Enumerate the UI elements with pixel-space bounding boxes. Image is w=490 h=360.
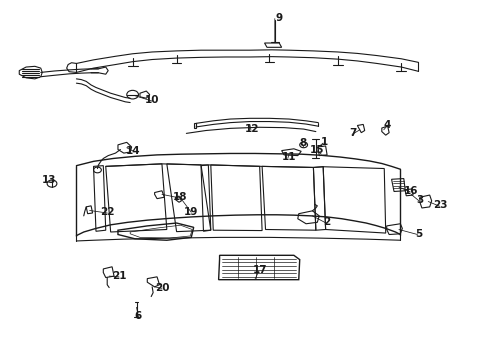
Text: 21: 21 <box>112 271 126 281</box>
Text: 14: 14 <box>126 145 141 156</box>
Text: 23: 23 <box>433 200 448 210</box>
Text: 18: 18 <box>173 192 188 202</box>
Text: 20: 20 <box>155 283 169 293</box>
Text: 4: 4 <box>383 121 391 130</box>
Text: 3: 3 <box>416 195 423 205</box>
Text: 7: 7 <box>349 129 356 138</box>
Text: 12: 12 <box>245 124 260 134</box>
Text: 15: 15 <box>310 144 324 154</box>
Text: 17: 17 <box>252 265 267 275</box>
Text: 10: 10 <box>145 95 159 105</box>
Text: 6: 6 <box>135 311 142 321</box>
Text: 2: 2 <box>323 217 331 227</box>
Text: 19: 19 <box>184 207 198 217</box>
Text: 13: 13 <box>41 175 56 185</box>
Text: 22: 22 <box>100 207 115 217</box>
Text: 9: 9 <box>276 13 283 23</box>
Text: 11: 11 <box>282 152 296 162</box>
Text: 1: 1 <box>320 138 328 147</box>
Text: 16: 16 <box>404 186 418 196</box>
Text: 8: 8 <box>299 139 306 148</box>
Text: 5: 5 <box>415 229 422 239</box>
